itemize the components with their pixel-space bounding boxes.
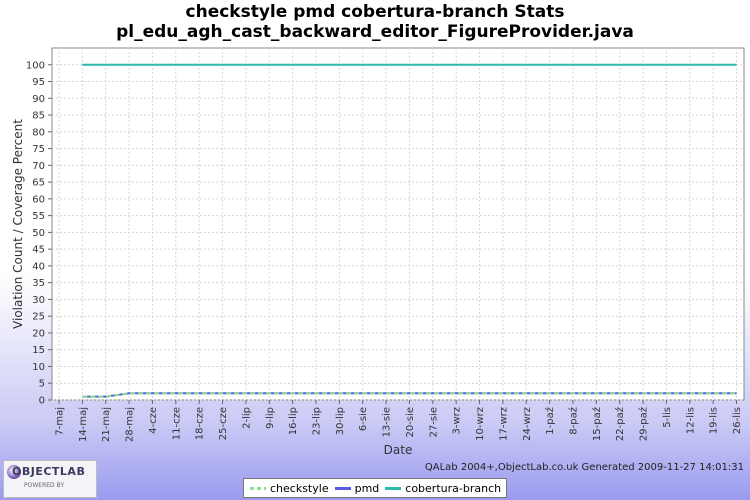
x-tick-label: 6-sie — [358, 407, 369, 431]
chart-legend: checkstyle pmd cobertura-branch — [243, 478, 507, 498]
y-tick-label: 5 — [39, 379, 45, 390]
x-tick-label: 18-cze — [195, 407, 206, 440]
x-tick-label: 26-lis — [732, 407, 743, 434]
x-tick-label: 14-maj — [78, 407, 89, 442]
y-tick-label: 90 — [32, 94, 45, 105]
chart-subtitle: pl_edu_agh_cast_backward_editor_FigurePr… — [116, 22, 634, 42]
x-tick-label: 8-paź — [567, 407, 579, 435]
x-tick-label: 7-maj — [55, 407, 66, 436]
y-axis-label: Violation Count / Coverage Percent — [11, 119, 25, 329]
y-tick-label: 30 — [32, 295, 45, 306]
x-axis-label: Date — [384, 443, 413, 457]
legend-label: pmd — [354, 481, 380, 495]
x-tick-label: 11-cze — [171, 407, 182, 440]
y-tick-label: 100 — [26, 60, 45, 71]
generated-footer: QALab 2004+,ObjectLab.co.uk Generated 20… — [424, 462, 744, 473]
logo-icon — [7, 465, 21, 479]
x-tick-label: 19-lis — [709, 407, 720, 434]
y-tick-label: 55 — [32, 211, 45, 222]
logo-subtext: POWERED BY — [24, 482, 65, 489]
x-tick-label: 10-wrz — [475, 407, 486, 441]
x-tick-label: 12-lis — [685, 407, 696, 434]
x-tick-label: 22-paź — [614, 407, 626, 441]
y-tick-label: 85 — [32, 111, 45, 122]
y-tick-label: 0 — [39, 396, 45, 407]
x-tick-label: 28-maj — [125, 407, 136, 442]
x-tick-label: 30-lip — [335, 407, 346, 435]
y-tick-label: 65 — [32, 178, 45, 189]
x-tick-label: 25-cze — [218, 407, 229, 440]
y-tick-label: 25 — [32, 312, 45, 323]
y-tick-label: 95 — [32, 77, 45, 88]
x-tick-label: 9-lip — [265, 407, 276, 429]
x-tick-label: 5-lis — [662, 407, 673, 428]
x-tick-label: 3-wrz — [452, 407, 463, 435]
legend-swatch — [385, 486, 402, 490]
chart-title: checkstyle pmd cobertura-branch Stats — [185, 2, 565, 22]
x-tick-label: 20-sie — [405, 407, 416, 437]
y-tick-label: 70 — [32, 161, 45, 172]
x-tick-label: 23-lip — [311, 407, 322, 435]
x-tick-label: 29-paź — [638, 407, 650, 441]
y-tick-label: 15 — [32, 345, 45, 356]
x-tick-label: 17-wrz — [498, 407, 509, 441]
y-tick-label: 75 — [32, 144, 45, 155]
x-tick-label: 24-wrz — [522, 407, 533, 441]
x-tick-label: 15-paź — [591, 407, 603, 441]
y-tick-label: 35 — [32, 278, 45, 289]
legend-swatch — [334, 486, 351, 490]
objectlab-logo: OBJECTLAB POWERED BY — [3, 460, 97, 498]
legend-item-cobertura-branch: cobertura-branch — [385, 482, 501, 495]
y-tick-label: 40 — [32, 261, 45, 272]
x-tick-label: 2-lip — [241, 407, 252, 429]
legend-label: cobertura-branch — [405, 481, 502, 495]
y-tick-label: 60 — [32, 194, 45, 205]
y-tick-label: 45 — [32, 245, 45, 256]
x-tick-label: 4-cze — [148, 407, 159, 434]
legend-item-checkstyle: checkstyle — [250, 482, 329, 495]
logo-text: OBJECTLAB — [12, 465, 86, 478]
x-tick-label: 21-maj — [101, 407, 112, 442]
legend-label: checkstyle — [270, 481, 329, 495]
y-tick-label: 80 — [32, 127, 45, 138]
plot-area — [51, 47, 745, 401]
series-line-checkstyle — [82, 392, 737, 398]
y-tick-label: 50 — [32, 228, 45, 239]
x-tick-label: 27-sie — [428, 407, 439, 437]
x-tick-label: 13-sie — [382, 407, 393, 437]
legend-item-pmd: pmd — [334, 481, 380, 495]
x-tick-label: 1-paź — [544, 407, 556, 435]
legend-swatch — [250, 486, 266, 490]
x-tick-label: 16-lip — [288, 407, 299, 435]
y-tick-label: 20 — [32, 328, 45, 339]
y-tick-label: 10 — [32, 362, 45, 373]
